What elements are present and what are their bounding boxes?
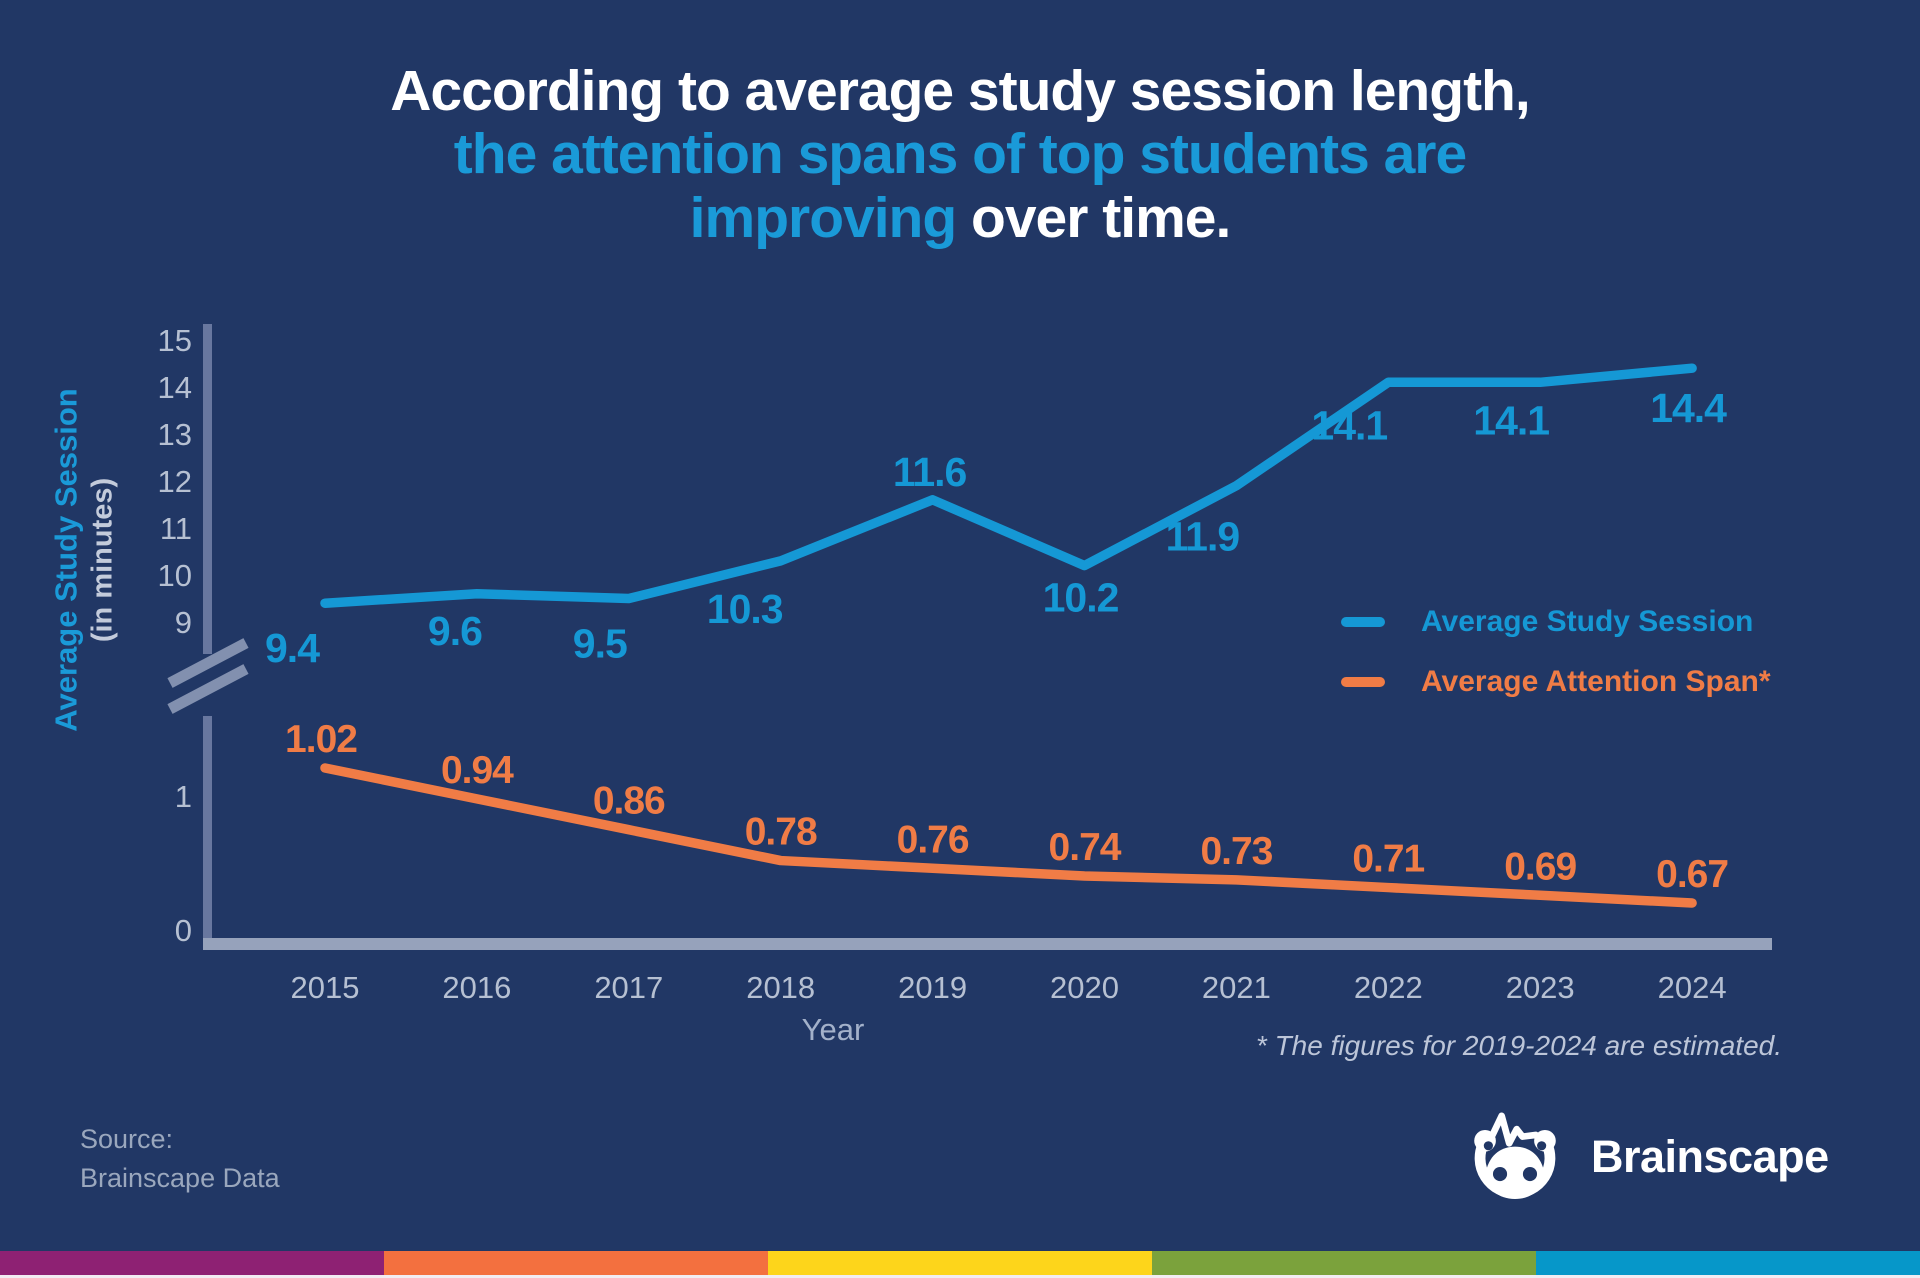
y-tick-label: 12 xyxy=(158,464,192,499)
study-session-swatch-icon xyxy=(1341,617,1385,627)
source-note: Source: Brainscape Data xyxy=(80,1120,280,1198)
attention-span-value-label: 0.86 xyxy=(593,780,665,823)
y-tick-label: 14 xyxy=(158,370,192,405)
study-session-value-label: 10.2 xyxy=(1043,575,1119,621)
study-session-value-label: 14.1 xyxy=(1311,402,1387,448)
title-line3-rest: over time. xyxy=(956,185,1231,250)
title-line1: According to average study session lengt… xyxy=(390,59,1530,123)
attention-span-value-label: 0.94 xyxy=(441,749,514,792)
x-tick-label: 2021 xyxy=(1202,970,1271,1005)
footer-stripe xyxy=(0,1251,384,1275)
attention-span-value-label: 0.67 xyxy=(1656,853,1728,896)
legend-label-study-session: Average Study Session xyxy=(1421,605,1754,638)
y-axis-line-upper xyxy=(203,324,212,654)
legend-item-attention-span: Average Attention Span* xyxy=(1341,664,1771,700)
x-tick-label: 2020 xyxy=(1050,970,1119,1005)
brainscape-logo: Brainscape xyxy=(1465,1105,1829,1209)
study-session-value-label: 11.9 xyxy=(1166,514,1240,560)
axis-break-slash xyxy=(167,664,249,714)
source-value: Brainscape Data xyxy=(80,1163,280,1194)
source-label: Source: xyxy=(80,1124,174,1154)
study-session-value-label: 9.5 xyxy=(573,621,627,667)
study-session-value-label: 9.4 xyxy=(265,625,320,671)
attention-span-value-label: 0.69 xyxy=(1504,845,1576,888)
attention-span-value-label: 1.02 xyxy=(285,718,357,761)
x-tick-label: 2024 xyxy=(1658,970,1727,1005)
attention-span-value-label: 0.74 xyxy=(1049,826,1122,869)
title-line2: the attention spans of top students are xyxy=(453,122,1467,187)
footer-color-stripes xyxy=(0,1251,1920,1275)
legend-item-study-session: Average Study Session xyxy=(1341,604,1771,640)
attention-span-value-label: 0.78 xyxy=(745,811,817,854)
estimate-footnote: * The figures for 2019-2024 are estimate… xyxy=(1255,1030,1782,1061)
attention-span-value-label: 0.73 xyxy=(1200,830,1272,873)
y-tick-label: 13 xyxy=(158,417,192,452)
y-axis-line-lower xyxy=(203,716,212,945)
y-tick-label: 0 xyxy=(175,913,192,948)
y-tick-label: 9 xyxy=(175,605,192,640)
attention-span-value-label: 0.71 xyxy=(1352,838,1424,881)
footer-edge xyxy=(0,1275,1920,1278)
study-session-value-label: 9.6 xyxy=(428,608,482,654)
study-session-line xyxy=(320,363,1697,608)
footer-stripe xyxy=(768,1251,1152,1275)
legend-label-attention-span: Average Attention Span* xyxy=(1421,665,1771,698)
study-session-value-label: 14.4 xyxy=(1650,385,1727,431)
study-session-value-label: 11.6 xyxy=(893,449,967,495)
footer-stripe xyxy=(1536,1251,1920,1275)
brainscape-robot-icon xyxy=(1474,1112,1556,1200)
study-session-value-label: 14.1 xyxy=(1473,397,1549,443)
x-tick-label: 2015 xyxy=(291,970,360,1005)
x-tick-label: 2022 xyxy=(1354,970,1423,1005)
footer-stripe xyxy=(384,1251,768,1275)
x-tick-label: 2023 xyxy=(1506,970,1575,1005)
attention-span-swatch-icon xyxy=(1341,677,1385,687)
study-session-value-label: 10.3 xyxy=(707,586,783,632)
x-tick-label: 2018 xyxy=(746,970,815,1005)
attention-span-value-label: 0.76 xyxy=(897,818,969,861)
x-tick-label: 2017 xyxy=(594,970,663,1005)
brand-wordmark: Brainscape xyxy=(1591,1131,1829,1182)
legend: Average Study Session Average Attention … xyxy=(1341,604,1771,724)
axis-break-slash xyxy=(167,638,249,688)
page-title: According to average study session lengt… xyxy=(0,59,1920,250)
x-tick-label: 2016 xyxy=(442,970,511,1005)
x-axis-title: Year xyxy=(802,1012,865,1047)
y-tick-label: 11 xyxy=(160,511,192,546)
y-tick-label: 15 xyxy=(158,323,192,358)
x-tick-label: 2019 xyxy=(898,970,967,1005)
footer-stripe xyxy=(1152,1251,1536,1275)
y-tick-label: 1 xyxy=(175,779,192,814)
attention-span-line xyxy=(320,763,1697,908)
y-tick-label: 10 xyxy=(158,558,192,593)
title-line3-accent: improving xyxy=(689,185,958,250)
x-axis-line xyxy=(203,938,1772,950)
